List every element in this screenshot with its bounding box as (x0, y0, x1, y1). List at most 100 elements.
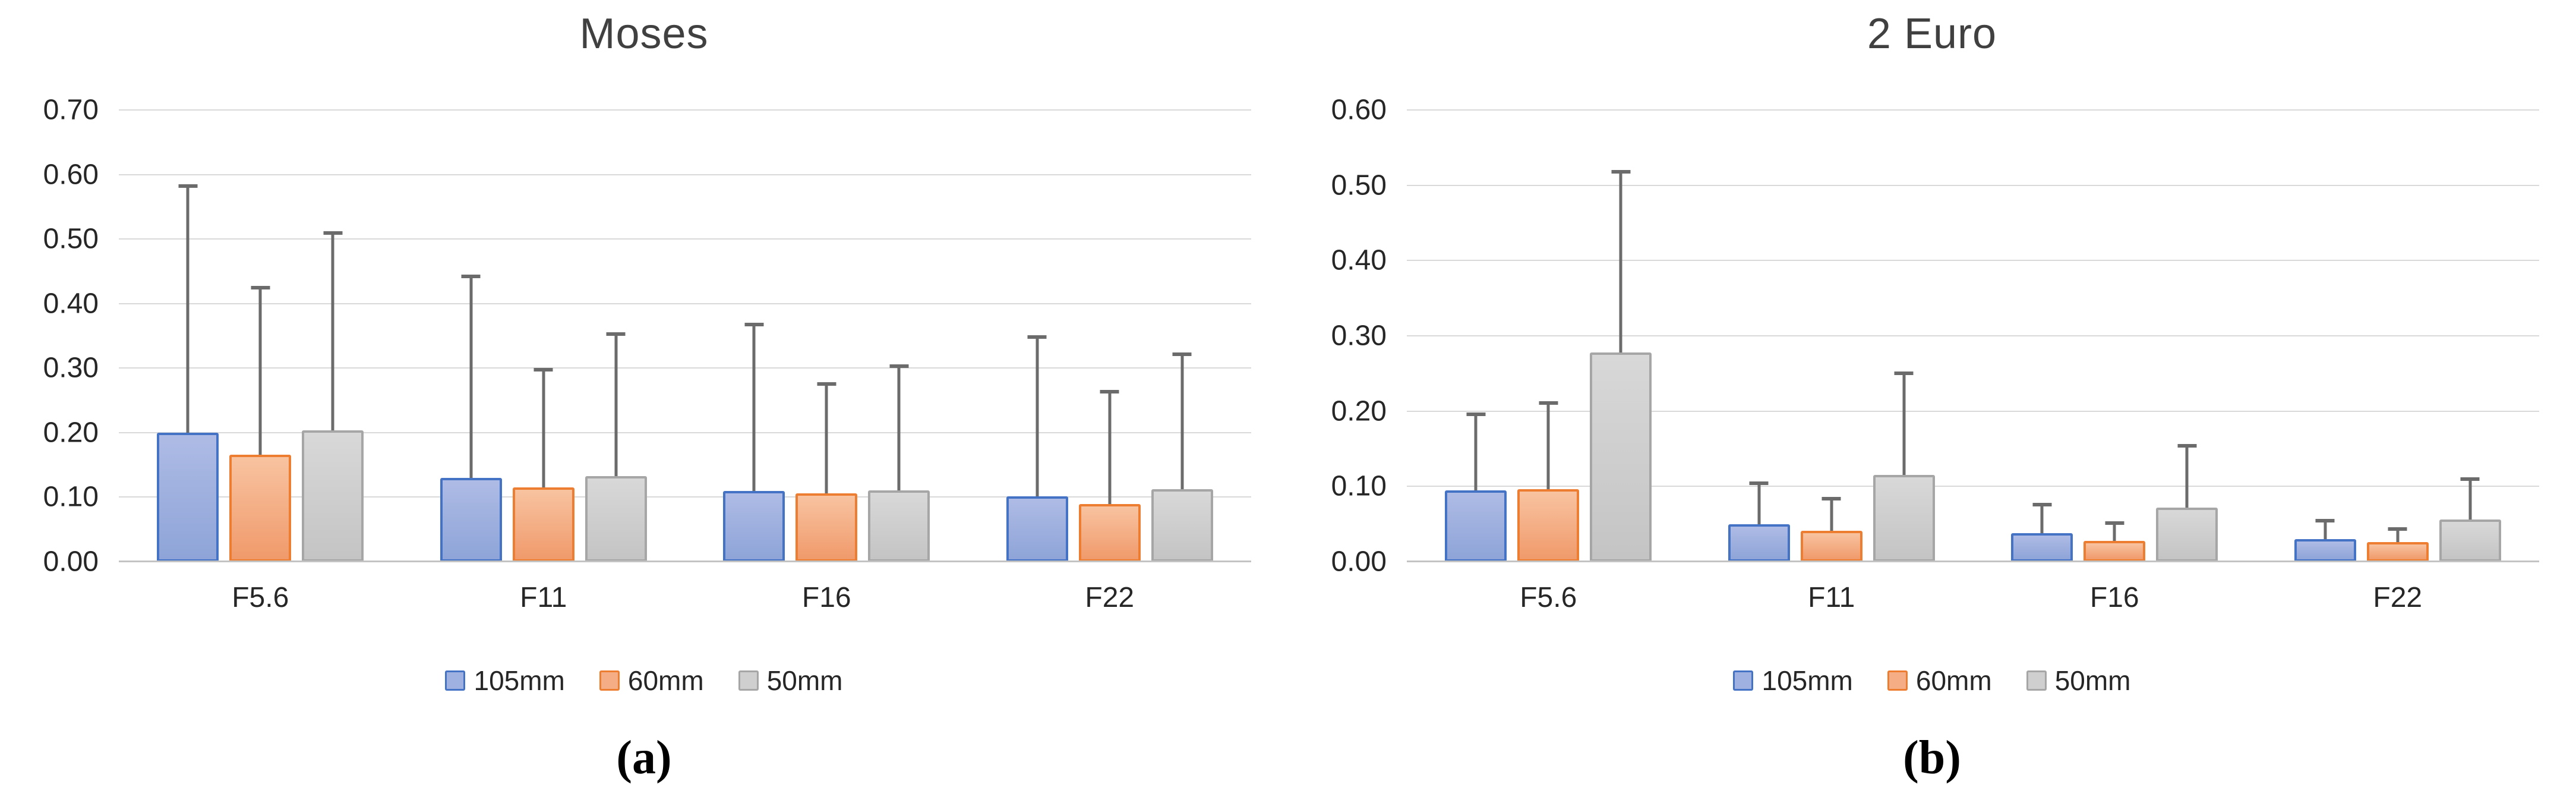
gridline (119, 174, 1251, 175)
error-cap (533, 368, 553, 372)
y-tick-label: 0.10 (43, 481, 99, 513)
bar-group-F16 (685, 110, 968, 562)
barwrap-60mm-F16 (2083, 521, 2146, 562)
bar-105mm-F11 (440, 477, 502, 562)
gridline (119, 238, 1251, 240)
error-whisker-50mm-F5.6 (1611, 170, 1631, 352)
bar-60mm-F16 (2083, 540, 2146, 562)
barwrap-105mm-F16 (2011, 503, 2073, 562)
bar-105mm-F5.6 (157, 432, 219, 562)
gridline (1407, 410, 2539, 412)
x-category-label: F16 (801, 582, 851, 613)
bar-105mm-F22 (2294, 539, 2356, 562)
legend-item-50mm: 50mm (738, 665, 843, 697)
barwrap-60mm-F16 (795, 382, 858, 562)
error-cap (1027, 335, 1047, 339)
error-whisker-60mm-F22 (2388, 527, 2407, 543)
x-axis: F5.6 F11 F16 F22 (119, 581, 1251, 614)
legend-swatch-icon (1733, 670, 1754, 691)
legend-swatch-icon (445, 670, 466, 691)
error-whisker-105mm-F16 (744, 323, 764, 491)
legend-swatch-icon (738, 670, 759, 691)
bar-50mm-F16 (2156, 507, 2218, 562)
plot-area (1407, 109, 2539, 562)
x-category-label: F16 (2089, 582, 2139, 613)
gridline (119, 109, 1251, 111)
error-whisker-105mm-F22 (2315, 518, 2335, 539)
y-tick-label: 0.30 (1331, 320, 1387, 352)
bar-105mm-F16 (723, 490, 785, 562)
y-axis: 0.70 0.60 0.50 0.40 0.30 0.20 0.10 0.00 (0, 95, 99, 578)
barwrap-105mm-F5.6 (1445, 413, 1507, 562)
error-whisker-50mm-F16 (889, 364, 909, 490)
error-whisker-60mm-F5.6 (251, 286, 270, 455)
bar-groups (119, 110, 1251, 562)
barwrap-50mm-F5.6 (302, 231, 364, 562)
gridline (1407, 335, 2539, 336)
chart-title: 2 Euro (1867, 10, 1997, 58)
bar-60mm-F22 (1078, 504, 1141, 562)
barwrap-60mm-F5.6 (1517, 401, 1580, 562)
error-cap (744, 323, 764, 327)
bar-50mm-F11 (1873, 475, 1935, 562)
legend-swatch-icon (599, 670, 620, 691)
error-whisker-60mm-F22 (1100, 390, 1119, 505)
error-whisker-105mm-F5.6 (1466, 413, 1486, 490)
legend-label: 105mm (473, 665, 565, 696)
bar-60mm-F16 (795, 493, 858, 562)
error-cap (1172, 352, 1192, 357)
legend-item-105mm: 105mm (445, 665, 565, 697)
y-tick-label: 0.00 (1331, 546, 1387, 578)
y-tick-label: 0.60 (43, 159, 99, 191)
y-tick-label: 0.00 (43, 546, 99, 578)
legend-label: 50mm (2054, 665, 2131, 696)
x-category-label: F22 (1085, 582, 1135, 613)
legend-item-60mm: 60mm (599, 665, 704, 697)
bar-50mm-F11 (585, 476, 647, 562)
bar-group-F11 (402, 110, 686, 562)
error-whisker-50mm-F16 (2177, 444, 2197, 508)
bar-50mm-F5.6 (1590, 352, 1652, 562)
barwrap-105mm-F22 (2294, 518, 2356, 562)
barwrap-50mm-F22 (1151, 352, 1213, 562)
barwrap-105mm-F11 (1728, 481, 1790, 562)
error-whisker-105mm-F11 (1749, 481, 1769, 524)
y-tick-label: 0.20 (43, 417, 99, 449)
error-whisker-50mm-F11 (1894, 371, 1914, 476)
error-cap (1466, 413, 1486, 417)
barwrap-105mm-F5.6 (157, 184, 219, 562)
error-cap (2105, 521, 2124, 525)
barwrap-50mm-F11 (585, 332, 647, 562)
y-tick-label: 0.30 (43, 352, 99, 384)
bar-60mm-F5.6 (229, 454, 292, 562)
error-whisker-60mm-F16 (2105, 521, 2124, 541)
error-whisker-60mm-F16 (817, 382, 836, 493)
barwrap-50mm-F5.6 (1590, 170, 1652, 562)
error-cap (1539, 401, 1558, 405)
error-whisker-50mm-F22 (1172, 352, 1192, 490)
gridline (119, 367, 1251, 369)
error-whisker-105mm-F22 (1027, 335, 1047, 497)
bar-60mm-F22 (2366, 542, 2429, 562)
gridline (119, 496, 1251, 498)
error-cap (1821, 497, 1841, 501)
x-category-label: F11 (520, 582, 567, 613)
x-category-label: F11 (1808, 582, 1855, 613)
x-category-label: F5.6 (1520, 582, 1577, 613)
legend-label: 105mm (1761, 665, 1853, 696)
bar-105mm-F16 (2011, 533, 2073, 562)
bar-105mm-F11 (1728, 524, 1790, 562)
error-cap (606, 332, 626, 336)
barwrap-50mm-F22 (2439, 477, 2501, 562)
error-cap (2032, 503, 2052, 507)
legend-item-105mm: 105mm (1733, 665, 1853, 697)
error-cap (178, 184, 198, 188)
error-cap (461, 274, 481, 278)
y-tick-label: 0.40 (43, 288, 99, 320)
legend-swatch-icon (2026, 670, 2047, 691)
error-cap (817, 382, 836, 386)
barwrap-50mm-F16 (2156, 444, 2218, 562)
barwrap-105mm-F22 (1006, 335, 1068, 562)
x-axis-line (119, 561, 1251, 562)
